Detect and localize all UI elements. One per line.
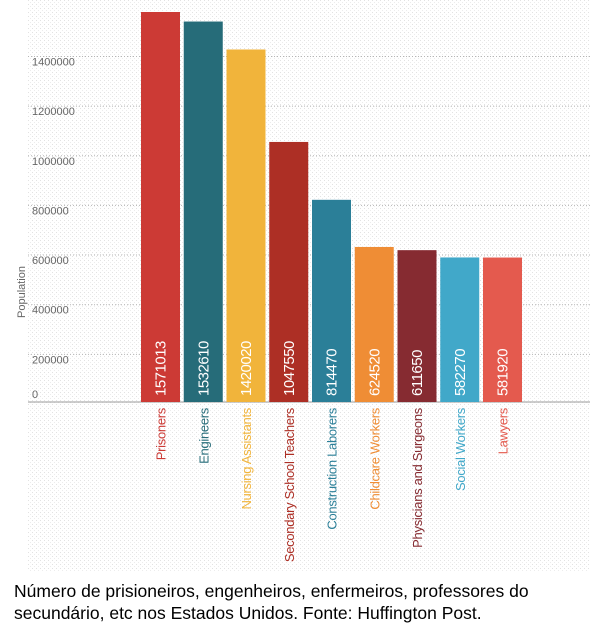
bar-value-label: 624520 (366, 349, 383, 396)
category-label: Secondary School Teachers (282, 407, 297, 562)
figure-caption: Número de prisioneiros, engenheiros, enf… (14, 581, 529, 623)
y-tick-label: 1400000 (32, 56, 75, 68)
bar-value-label: 611650 (409, 350, 426, 396)
y-tick-label: 0 (32, 389, 38, 401)
y-axis-label: Population (16, 266, 28, 318)
category-label: Childcare Workers (367, 407, 382, 509)
category-label: Social Workers (453, 407, 468, 491)
bar (354, 246, 394, 402)
y-tick-label: 600000 (32, 255, 69, 267)
bar (226, 49, 266, 402)
category-label: Engineers (196, 407, 211, 464)
bar (269, 141, 309, 402)
bar (183, 21, 223, 402)
category-label: Physicians and Surgeons (410, 407, 425, 548)
category-label: Prisoners (154, 407, 169, 460)
y-tick-label: 400000 (32, 305, 69, 317)
bar-value-label: 1047550 (281, 341, 298, 396)
category-label: Lawyers (496, 407, 511, 454)
bar-value-label: 1420020 (238, 341, 255, 396)
category-label: Construction Laborers (325, 407, 340, 529)
category-label: Nursing Assistants (239, 407, 254, 509)
bar (312, 199, 351, 402)
bar-value-label: 581920 (495, 349, 512, 396)
bar-value-label: 1571013 (153, 341, 170, 396)
bar (141, 12, 180, 402)
bar-value-label: 582270 (452, 349, 469, 396)
bar (440, 257, 480, 402)
bar (483, 257, 522, 402)
bar (397, 250, 437, 402)
y-tick-label: 800000 (32, 205, 69, 217)
y-tick-label: 200000 (32, 354, 69, 366)
y-tick-label: 1200000 (32, 106, 75, 118)
y-tick-label: 1000000 (32, 156, 75, 168)
bar-value-label: 814470 (324, 349, 341, 396)
bar-value-label: 1532610 (195, 341, 212, 396)
